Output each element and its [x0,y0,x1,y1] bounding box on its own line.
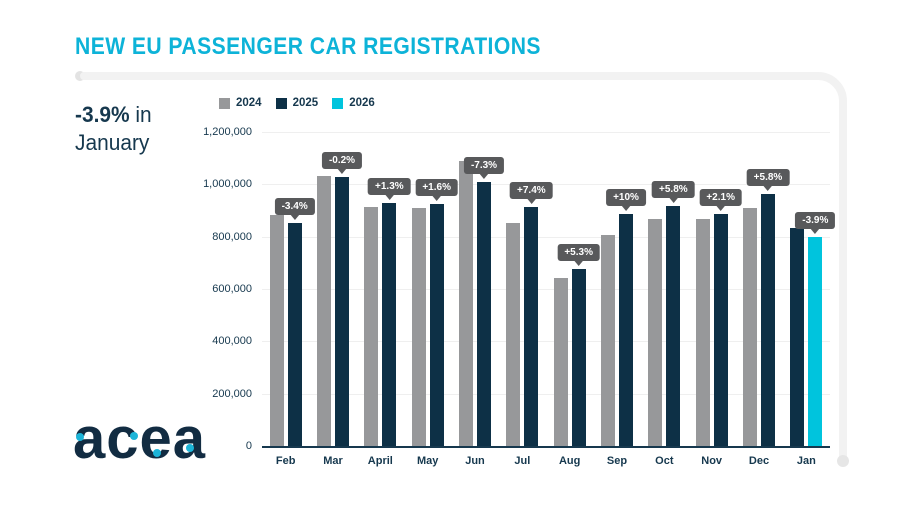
highlight-text: -3.9% in January [75,101,152,157]
bar-2025-Oct [666,206,681,446]
bar-2024-Jun [459,160,473,446]
legend-swatch-2026 [332,97,344,109]
data-label-Nov: +2.1% [699,188,742,211]
x-tick-label-Jun: Jun [465,455,485,467]
bar-2024-Sep [601,234,615,446]
x-tick-label-Nov: Nov [701,455,723,467]
x-tick-label-Aug: Aug [558,455,581,467]
gridline [262,289,830,290]
data-label-Jun: -7.3% [463,156,505,179]
y-tick-label: 800,000 [212,230,252,243]
bar-2025-Nov [713,213,728,446]
bar-2024-Mar [317,176,331,446]
x-tick-label-Mar: Mar [323,455,343,467]
x-tick-label-April: April [367,455,393,467]
bar-2025-Jun [477,181,491,446]
highlight-value: -3.9% [75,102,130,127]
logo-dot-icon [76,433,84,441]
y-tick-label: 200,000 [212,387,252,400]
bar-2024-Aug [553,277,568,446]
bar-2024-May [411,207,426,446]
gridline [262,341,830,343]
highlight-suffix: in [129,102,152,127]
bar-2024-Nov [695,218,710,446]
legend-item-2026: 2026 [332,97,375,109]
bar-2025-May [429,203,444,446]
chart-legend: 2024 2025 2026 [219,97,375,109]
logo-dot-icon [153,449,161,457]
bar-chart-plot: 0 200,000 400,000 600,000 800,000 1,000,000 1,… [203,126,836,467]
y-tick-label: 0 [245,440,252,452]
legend-label: 2024 [236,97,262,109]
bar-2024-Feb [269,214,284,446]
bar-2024-Jul [506,223,521,446]
bar-2024-Dec [743,207,757,446]
x-tick-label-Feb: Feb [275,455,296,467]
gridline [262,393,830,395]
acea-logo-text: acea [73,406,207,471]
bar-2025-Feb [287,222,302,446]
data-label-Oct: +5.8% [652,181,695,204]
highlight-line2: January [75,130,150,155]
x-tick-label-Oct: Oct [655,455,674,467]
bar-2025-Dec [761,194,775,446]
x-tick-label-Dec: Dec [748,455,770,467]
data-label-Jan: -3.9% [795,211,836,234]
y-tick-label: 1,000,000 [203,178,252,191]
bar-2025-Mar [335,177,349,446]
data-label-May: +1.6% [415,178,458,201]
x-tick-label-Jul: Jul [514,455,531,467]
data-label-Jul: +7.4% [510,181,553,204]
x-tick-label-Jan: Jan [796,455,816,467]
bar-2024-April [364,206,379,446]
y-tick-label: 1,200,000 [203,126,252,138]
legend-label: 2026 [349,97,375,109]
legend-label: 2025 [292,97,319,109]
data-label-Mar: -0.2% [321,152,363,175]
legend-swatch-2024 [219,97,230,109]
gridline [262,236,830,238]
bar-2025-Aug [571,268,586,446]
data-label-April: +1.3% [368,178,411,201]
bar-2026-Jan [808,236,823,446]
logo-dot-icon [186,444,194,452]
data-label-Aug: +5.3% [557,243,600,266]
y-tick-label: 400,000 [212,335,252,348]
bar-2025-Sep [619,213,633,446]
bar-2025-Jan [790,228,805,446]
bar-2025-Jul [524,206,539,446]
acea-logo: acea [73,408,213,483]
x-tick-label-May: May [416,455,439,467]
y-tick-label: 600,000 [212,283,252,295]
data-label-Sep: +10% [606,188,646,211]
bar-2025-April [382,203,397,446]
legend-item-2024: 2024 [219,97,262,109]
legend-swatch-2025 [275,97,287,109]
logo-dot-icon [130,432,138,440]
page-title: NEW EU PASSENGER CAR REGISTRATIONS [75,33,541,60]
data-label-Feb: -3.4% [274,197,315,220]
data-label-Dec: +5.8% [746,169,790,192]
bar-2024-Oct [648,219,663,446]
x-axis-line [262,446,830,448]
legend-item-2025: 2025 [275,97,319,109]
gridline [262,132,830,133]
x-tick-label-Sep: Sep [606,455,628,467]
